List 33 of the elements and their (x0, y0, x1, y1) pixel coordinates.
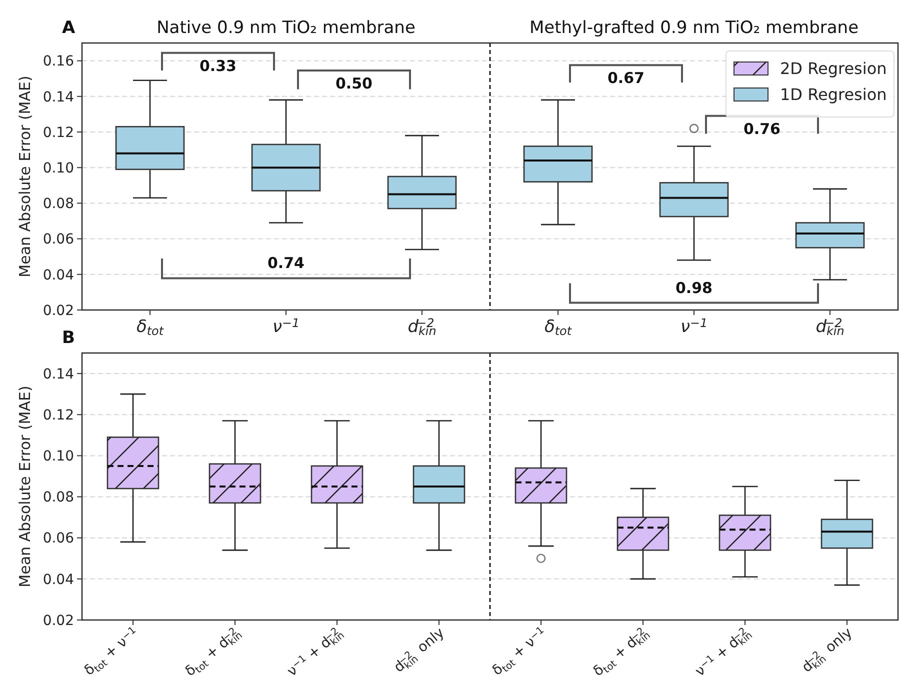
y-tick-label: 0.04 (42, 267, 74, 284)
y-tick-label: 0.14 (42, 89, 74, 106)
annotation: 0.98 (675, 278, 713, 297)
chart-title: A (62, 18, 76, 38)
y-axis-title: Mean Absolute Error (MAE) (16, 76, 34, 278)
y-tick-label: 0.06 (42, 530, 74, 547)
y-axis-title: Mean Absolute Error (MAE) (16, 386, 34, 588)
annotation: 0.76 (743, 120, 781, 138)
y-tick-label: 0.02 (42, 612, 74, 629)
y-tick-label: 0.12 (42, 124, 74, 141)
y-tick-label: 0.02 (42, 302, 74, 319)
y-tick-label: 0.08 (42, 196, 74, 212)
y-tick-label: 0.10 (42, 448, 74, 465)
text: Methyl-grafted 0.9 nm TiO₂ membrane (529, 18, 859, 38)
annotation: 0.67 (607, 69, 645, 88)
annotation: 0.74 (267, 254, 305, 272)
y-tick-label: 0.12 (42, 408, 74, 424)
y-tick-label: 0.10 (42, 160, 74, 176)
x-tick-label: ν$^{−1}$ (272, 316, 300, 337)
y-tick-label: 0.04 (42, 572, 74, 588)
y-tick-label: 0.06 (42, 232, 74, 248)
legend-label: 1D Regresion (780, 85, 887, 104)
chart-title: B (62, 328, 75, 348)
x-tick-label: ν$^{−1}$ (680, 316, 708, 337)
x-tick-label: δ$_{tot}$ (544, 317, 573, 338)
legend-label: 2D Regresion (780, 59, 887, 78)
annotation: 0.33 (199, 56, 237, 75)
y-tick-label: 0.08 (42, 490, 74, 506)
annotation: 0.50 (335, 74, 373, 92)
y-tick-label: 0.14 (42, 366, 74, 382)
x-tick-label: δ$_{tot}$ (136, 317, 165, 338)
text: Native 0.9 nm TiO₂ membrane (156, 18, 416, 38)
y-tick-label: 0.16 (42, 54, 74, 70)
